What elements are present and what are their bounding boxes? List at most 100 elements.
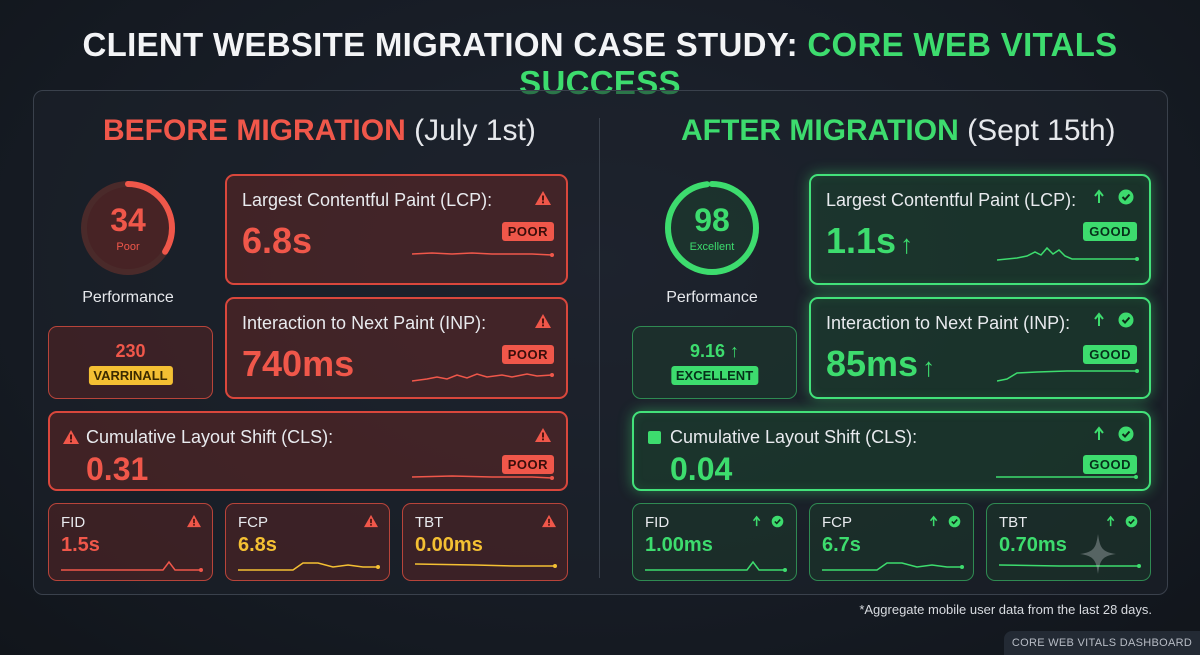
tbt-label: TBT: [415, 514, 444, 531]
arrow-up-check-icon: [1094, 189, 1134, 205]
inp-sparkline: [412, 373, 554, 382]
version-label: CORE WEB VITALS DASHBOARD v4.1: [1004, 631, 1200, 655]
arrow-up-check-icon: [1094, 312, 1134, 328]
arrow-up-check-icon: [929, 515, 961, 528]
arrow-up-icon: ↑: [730, 341, 740, 361]
status-ok-icons: [1093, 188, 1137, 211]
after-heading-label: AFTER MIGRATION: [681, 114, 959, 147]
after-score-label: Excellent: [689, 241, 735, 253]
fcp-value: 6.7s: [822, 534, 861, 556]
warning-icon: [535, 428, 551, 442]
page-title: CLIENT WEBSITE MIGRATION CASE STUDY: COR…: [0, 26, 1200, 102]
before-score-arc: [81, 181, 175, 275]
title-main: CLIENT WEBSITE MIGRATION CASE STUDY:: [82, 26, 798, 63]
fid-sparkline: [645, 560, 787, 572]
tbt-sparkline: [415, 563, 557, 568]
before-fid-card[interactable]: FID 1.5s: [48, 503, 213, 581]
tbt-sparkline: [999, 564, 1141, 568]
tbt-label: TBT: [999, 514, 1028, 531]
status-ok-icons: [1093, 311, 1137, 334]
cls-label: Cumulative Layout Shift (CLS):: [670, 427, 918, 447]
lcp-label: Largest Contentful Paint (LCP):: [826, 190, 1077, 210]
after-fcp-card[interactable]: FCP 6.7s: [809, 503, 974, 581]
before-cls-card[interactable]: Cumulative Layout Shift (CLS): 0.31 POOR: [48, 411, 568, 491]
lcp-sparkline: [997, 246, 1139, 261]
arrow-up-icon: ↑: [922, 352, 936, 382]
fcp-sparkline: [238, 562, 380, 571]
inp-sparkline: [997, 369, 1139, 382]
inp-value: 740ms: [242, 343, 355, 384]
tbt-value: 0.00ms: [415, 534, 483, 556]
before-tbt-card[interactable]: TBT 0.00ms: [402, 503, 568, 581]
warning-icon: [364, 514, 378, 528]
before-aux-tag: VARRINALL: [88, 366, 173, 385]
lcp-status-badge: POOR: [501, 222, 554, 241]
after-heading: AFTER MIGRATION (Sept 15th): [681, 114, 1116, 148]
inp-status-badge: POOR: [501, 345, 554, 364]
fcp-sparkline: [822, 562, 964, 571]
lcp-value-number: 1.1s: [826, 220, 897, 261]
after-lcp-card[interactable]: Largest Contentful Paint (LCP): 1.1s ↑ GO…: [809, 174, 1151, 285]
cls-sparkline: [996, 475, 1138, 479]
cls-label: Cumulative Layout Shift (CLS):: [86, 427, 334, 447]
lcp-status-badge: GOOD: [1083, 222, 1137, 241]
fcp-value: 6.8s: [238, 534, 277, 556]
before-inp-card[interactable]: Interaction to Next Paint (INP): 740ms P…: [225, 297, 568, 399]
cls-status-badge: GOOD: [1083, 455, 1137, 474]
before-lcp-card[interactable]: Largest Contentful Paint (LCP): 6.8s POO…: [225, 174, 568, 285]
before-score-value: 34: [110, 202, 146, 238]
cls-status-badge: POOR: [501, 455, 554, 474]
after-inp-card[interactable]: Interaction to Next Paint (INP): 85ms ↑ G…: [809, 297, 1151, 399]
inp-status-badge: GOOD: [1083, 345, 1137, 364]
after-aux-box: 9.16 ↑ EXCELLENT: [632, 326, 797, 399]
fid-value: 1.5s: [61, 534, 100, 556]
arrow-up-check-icon: [752, 515, 784, 528]
fcp-label: FCP: [238, 514, 268, 531]
inp-value: 85ms ↑: [826, 343, 935, 385]
fid-sparkline: [61, 560, 203, 572]
before-heading-label: BEFORE MIGRATION: [103, 114, 406, 147]
after-aux-value: 9.16 ↑: [633, 341, 796, 362]
square-icon: [648, 431, 661, 444]
inp-label: Interaction to Next Paint (INP):: [826, 313, 1071, 333]
inp-label: Interaction to Next Paint (INP):: [242, 313, 487, 333]
before-aux-box: 230 VARRINALL: [48, 326, 213, 399]
after-score-arc: [665, 181, 759, 275]
warning-icon: [63, 430, 79, 444]
sparkle-icon: [1080, 534, 1116, 574]
warning-icon: [542, 514, 556, 528]
after-fid-card[interactable]: FID 1.00ms: [632, 503, 797, 581]
lcp-value: 1.1s ↑: [826, 220, 913, 262]
footnote: *Aggregate mobile user data from the las…: [859, 602, 1152, 617]
inp-value-number: 85ms: [826, 343, 919, 384]
after-tbt-card[interactable]: TBT 0.70ms: [986, 503, 1151, 581]
after-aux-tag: EXCELLENT: [670, 366, 759, 385]
lcp-value: 6.8s: [242, 220, 313, 261]
arrow-up-check-icon: [1106, 515, 1138, 528]
before-fcp-card[interactable]: FCP 6.8s: [225, 503, 390, 581]
after-performance-label: Performance: [666, 289, 758, 306]
warning-icon: [535, 314, 551, 328]
arrow-up-check-icon: [1094, 426, 1134, 442]
after-score-gauge: 98 Excellent: [662, 178, 762, 278]
after-cls-card[interactable]: Cumulative Layout Shift (CLS): 0.04 GOOD: [632, 411, 1151, 491]
cls-sparkline: [412, 475, 554, 480]
tbt-value: 0.70ms: [999, 534, 1067, 556]
before-heading-date: (July 1st): [414, 114, 536, 147]
before-performance-label: Performance: [82, 289, 174, 306]
fid-label: FID: [645, 514, 670, 531]
after-aux-number: 9.16: [689, 341, 726, 361]
fcp-label: FCP: [822, 514, 852, 531]
warning-icon: [187, 514, 201, 528]
before-aux-value: 230: [115, 341, 146, 361]
before-heading: BEFORE MIGRATION (July 1st): [103, 114, 536, 148]
cls-value: 0.04: [670, 451, 733, 487]
fid-label: FID: [61, 514, 86, 531]
status-ok-icons: [1093, 425, 1137, 448]
lcp-sparkline: [412, 252, 554, 257]
warning-icon: [535, 191, 551, 205]
after-score-value: 98: [694, 202, 730, 238]
before-score-gauge: 34 Poor: [78, 178, 178, 278]
lcp-label: Largest Contentful Paint (LCP):: [242, 190, 493, 210]
after-heading-date: (Sept 15th): [967, 114, 1116, 147]
